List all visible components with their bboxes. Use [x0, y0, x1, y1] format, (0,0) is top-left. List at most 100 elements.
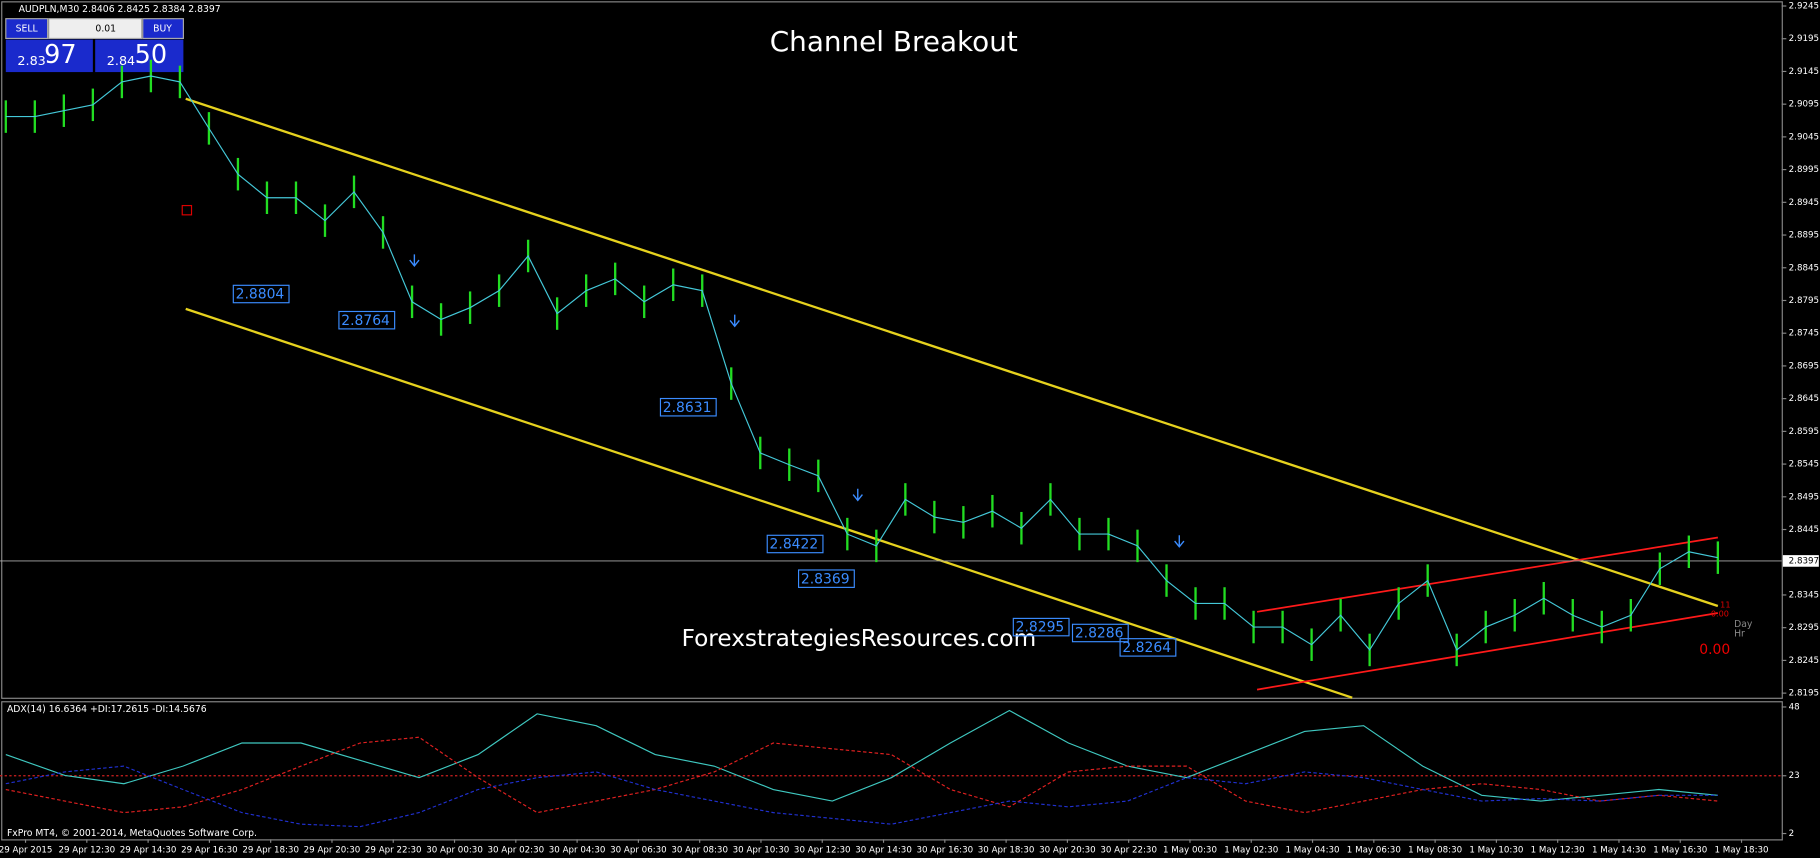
x-tick-label: 29 Apr 22:30: [365, 845, 422, 855]
indicator-adx: [5, 709, 1718, 802]
x-tick-label: 29 Apr 20:30: [304, 845, 361, 855]
alert-icon: [181, 204, 193, 216]
y-tick-label: 2.8245: [1789, 656, 1819, 666]
current-price-box: [1782, 555, 1819, 567]
x-tick-label: 30 Apr 04:30: [549, 845, 606, 855]
y-tick-label: 2.9095: [1789, 100, 1819, 110]
lot-input[interactable]: [48, 18, 143, 40]
x-tick-label: 30 Apr 14:30: [855, 845, 912, 855]
y-tick-label: 2.8595: [1789, 427, 1819, 437]
arrow: [1174, 535, 1185, 548]
x-tick-label: 29 Apr 2015: [0, 845, 52, 855]
y-tick-label: 2.8345: [1789, 590, 1819, 600]
y-tick-label: 2.8695: [1789, 361, 1819, 371]
indicator-plus_di: [5, 736, 1718, 814]
indicator-panel: [1, 701, 1783, 841]
sell-button[interactable]: [5, 18, 49, 40]
sell-label: SELL: [16, 24, 39, 35]
chart-title: Channel Breakout: [770, 25, 1018, 58]
y-tick-label: 2.8995: [1789, 165, 1819, 175]
day-label: Day: [1734, 619, 1753, 630]
indicator-minus_di: [5, 765, 1718, 828]
x-tick-label: 29 Apr 18:30: [242, 845, 299, 855]
y-tick-label: 2.8295: [1789, 623, 1819, 633]
price-label: 2.8422: [770, 537, 819, 553]
small-count: 11: [1720, 599, 1730, 609]
arrow: [409, 254, 420, 268]
y-tick-label: 2.9045: [1789, 132, 1819, 142]
x-tick-label: 1 May 02:30: [1224, 845, 1278, 855]
channel-lower: [185, 307, 1353, 699]
copyright: FxPro MT4, © 2001-2014, MetaQuotes Softw…: [7, 828, 257, 839]
y-tick-label: 2.8795: [1789, 296, 1819, 306]
sell-price-box[interactable]: [5, 39, 93, 73]
y-tick-label: 2.8745: [1789, 329, 1819, 339]
price-label-box: [766, 534, 824, 554]
x-tick-label: 30 Apr 22:30: [1100, 845, 1157, 855]
x-tick-label: 30 Apr 10:30: [733, 845, 790, 855]
x-tick-label: 29 Apr 14:30: [120, 845, 177, 855]
x-tick-label: 30 Apr 02:30: [487, 845, 544, 855]
price-label: 2.8631: [663, 400, 712, 416]
price-label-box: [797, 569, 855, 588]
price-label: 2.8264: [1122, 640, 1171, 656]
y-tick-label: 48: [1789, 702, 1800, 712]
one-click-trading: SELL 0.01 BUY 2.83 97 2.84 50: [5, 18, 184, 73]
price-label-box: [1012, 617, 1070, 637]
x-tick-label: 30 Apr 20:30: [1039, 845, 1096, 855]
y-tick-label: 2.8945: [1789, 198, 1819, 208]
price-label: 2.8369: [801, 571, 850, 587]
hr-label: Hr: [1734, 628, 1745, 639]
timer: 0.00: [1699, 642, 1730, 658]
x-tick-label: 30 Apr 12:30: [794, 845, 851, 855]
symbol-info: AUDPLN,M30 2.8406 2.8425 2.8384 2.8397: [19, 4, 221, 15]
x-tick-label: 30 Apr 16:30: [916, 845, 973, 855]
indicator-label: ADX(14) 16.6364 +DI:17.2615 -DI:14.5676: [7, 704, 207, 715]
y-tick-label: 2.9145: [1789, 67, 1819, 77]
buy-button[interactable]: [142, 18, 184, 40]
watermark: ForexstrategiesResources.com: [682, 625, 1037, 652]
y-tick-label: 23: [1789, 771, 1800, 781]
price-label: 2.8286: [1075, 626, 1124, 642]
x-tick-label: 1 May 10:30: [1469, 845, 1523, 855]
y-tick-label: 2.9245: [1789, 2, 1819, 12]
buy-price-big: 2.84: [107, 54, 135, 69]
price-label-box: [232, 284, 290, 304]
breakout-upper: [1256, 536, 1718, 613]
x-tick-label: 1 May 00:30: [1163, 845, 1217, 855]
x-tick-label: 1 May 14:30: [1592, 845, 1646, 855]
y-tick-label: 2.8195: [1789, 689, 1819, 699]
x-tick-label: 29 Apr 12:30: [58, 845, 115, 855]
y-tick-label: 2.8845: [1789, 263, 1819, 273]
buy-price-box[interactable]: [95, 39, 184, 73]
arrow: [729, 314, 740, 328]
x-tick-label: 1 May 12:30: [1531, 845, 1585, 855]
x-tick-label: 1 May 18:30: [1715, 845, 1769, 855]
buy-label: BUY: [153, 24, 172, 35]
current-price: 2.8397: [1789, 556, 1819, 566]
x-tick-label: 30 Apr 06:30: [610, 845, 667, 855]
x-tick-label: 1 May 04:30: [1286, 845, 1340, 855]
y-tick-label: 2: [1789, 829, 1795, 839]
price-label-box: [338, 310, 396, 330]
sell-price-big: 2.83: [17, 54, 45, 69]
price-label-box: [1119, 638, 1177, 657]
price-label: 2.8295: [1016, 620, 1065, 636]
arrow: [852, 488, 863, 502]
x-tick-label: 30 Apr 18:30: [978, 845, 1035, 855]
price-line: [5, 75, 1718, 651]
price-label: 2.8804: [236, 287, 285, 303]
x-tick-label: 30 Apr 08:30: [671, 845, 728, 855]
y-tick-label: 2.8895: [1789, 231, 1819, 241]
x-tick-label: 1 May 06:30: [1347, 845, 1401, 855]
signal-arrows: [409, 254, 1185, 548]
y-tick-label: 2.9195: [1789, 34, 1819, 44]
price-label: 2.8764: [341, 313, 390, 329]
lot-value: 0.01: [95, 24, 116, 35]
price-label-box: [659, 397, 717, 417]
x-tick-label: 1 May 08:30: [1408, 845, 1462, 855]
price-panel: [1, 1, 1783, 699]
y-tick-label: 2.8645: [1789, 394, 1819, 404]
